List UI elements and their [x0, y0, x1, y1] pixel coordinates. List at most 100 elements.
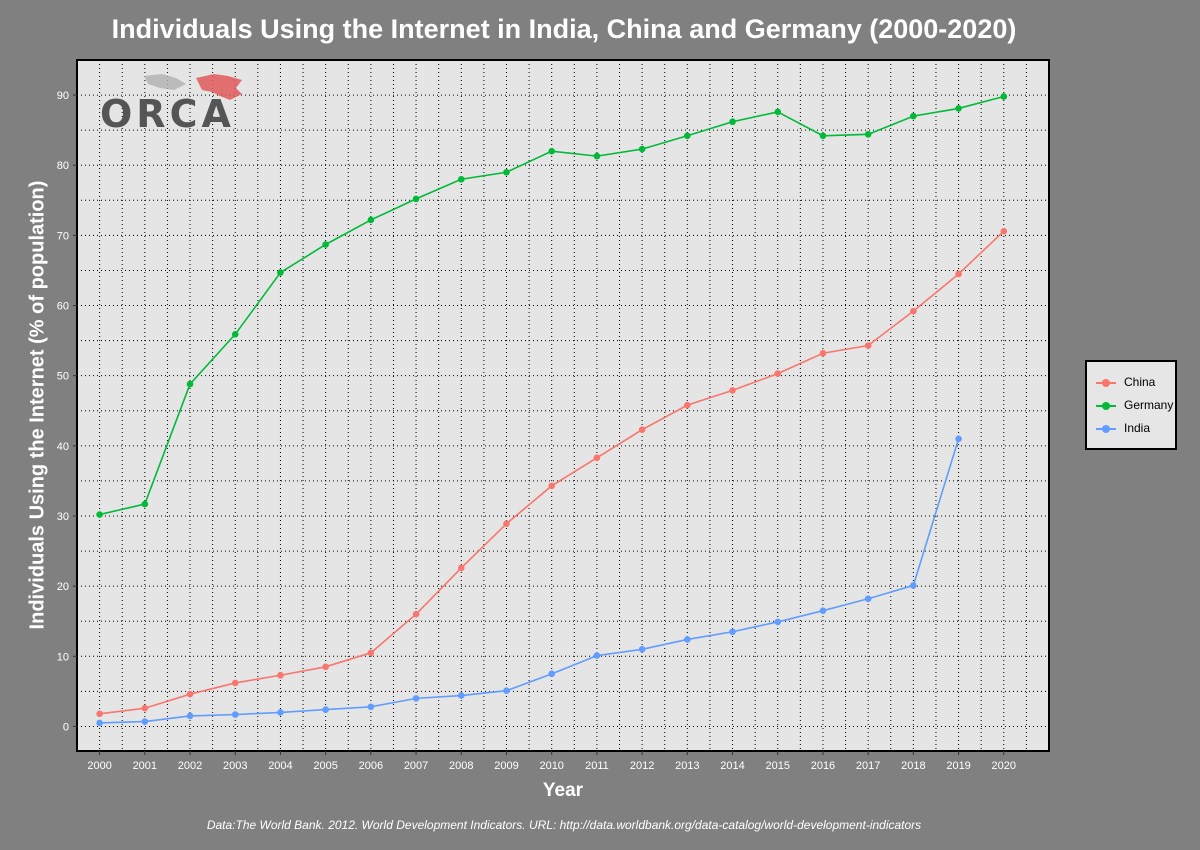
data-point-germany: [503, 168, 510, 176]
x-tick-label: 2010: [539, 760, 563, 772]
x-tick-label: 2001: [133, 760, 157, 772]
legend-dot-china: [1102, 379, 1110, 387]
legend: China Germany India: [1085, 360, 1177, 450]
data-point-china: [910, 307, 917, 315]
data-point-germany: [593, 152, 601, 160]
x-tick-label: 2005: [313, 760, 337, 772]
data-point-china: [548, 482, 555, 490]
data-point-china: [593, 454, 601, 462]
y-tick-label: 30: [57, 511, 69, 523]
data-point-china: [729, 387, 736, 394]
data-point-china: [774, 370, 782, 377]
y-tick-label: 70: [57, 230, 69, 242]
data-point-india: [910, 582, 917, 589]
data-point-india: [231, 711, 239, 718]
chart-title: Individuals Using the Internet in India,…: [111, 14, 1017, 44]
x-tick-label: 2014: [720, 760, 744, 772]
data-source-caption: Data:The World Bank. 2012. World Develop…: [206, 818, 922, 832]
x-tick-label: 2006: [359, 760, 383, 772]
plot-panel: [76, 59, 1050, 752]
x-tick-label: 2003: [223, 760, 247, 772]
data-point-india: [457, 692, 465, 699]
data-point-india: [277, 709, 284, 716]
svg-text:ORCA: ORCA: [100, 92, 235, 132]
data-point-china: [412, 610, 420, 618]
data-point-india: [548, 670, 555, 678]
data-point-india: [955, 435, 962, 443]
x-tick-label: 2013: [675, 760, 699, 772]
data-point-china: [503, 520, 510, 528]
data-point-germany: [774, 108, 782, 116]
data-point-china: [141, 704, 149, 712]
data-point-china: [322, 663, 329, 671]
x-tick-label: 2020: [992, 760, 1016, 772]
x-tick-label: 2008: [449, 760, 473, 772]
data-point-germany: [638, 145, 646, 153]
y-tick-label: 60: [57, 301, 69, 313]
data-point-india: [729, 628, 736, 636]
data-point-india: [412, 695, 420, 702]
y-tick-label: 80: [57, 160, 69, 172]
legend-item-india: India: [1087, 420, 1175, 443]
data-point-china: [367, 649, 375, 657]
data-point-china: [955, 270, 962, 278]
data-point-germany: [96, 511, 103, 518]
data-point-germany: [910, 112, 917, 120]
x-tick-label: 2004: [268, 760, 292, 772]
data-point-germany: [548, 147, 555, 155]
data-point-india: [186, 712, 194, 720]
data-point-india: [864, 595, 872, 603]
data-point-china: [277, 671, 284, 679]
x-tick-label: 2016: [811, 760, 835, 772]
x-tick-label: 2018: [901, 760, 925, 772]
y-tick-label: 40: [57, 441, 69, 453]
data-point-china: [96, 710, 103, 718]
data-point-india: [819, 607, 827, 614]
series-group: [96, 93, 1008, 727]
axes: 0 10 20 30 40 50 60 70 80 90 2000 2001 2002 2003 2004 2…: [57, 90, 1016, 772]
legend-dot-india: [1102, 425, 1110, 433]
x-tick-label: 2009: [494, 760, 518, 772]
data-point-china: [864, 342, 872, 349]
x-tick-label: 2015: [766, 760, 790, 772]
legend-label-china: China: [1124, 375, 1156, 389]
x-tick-label: 2002: [178, 760, 202, 772]
x-axis-label: Year: [542, 780, 584, 801]
data-point-germany: [322, 241, 329, 248]
data-point-germany: [955, 105, 962, 112]
series-line-india: [99, 438, 960, 724]
x-tick-label: 2017: [856, 760, 880, 772]
y-tick-label: 20: [57, 581, 69, 593]
y-tick-label: 0: [63, 721, 69, 733]
data-point-germany: [819, 132, 827, 140]
x-tick-label: 2012: [630, 760, 654, 772]
legend-label-india: India: [1124, 421, 1151, 435]
data-point-germany: [412, 195, 420, 203]
y-tick-label: 50: [57, 371, 69, 383]
orca-logo: ORCA: [96, 70, 246, 137]
data-point-china: [231, 679, 239, 687]
x-tick-label: 2011: [585, 760, 609, 772]
data-point-china: [819, 349, 827, 357]
data-point-india: [684, 636, 691, 643]
data-point-india: [774, 618, 782, 626]
data-point-china: [457, 564, 465, 572]
y-tick-label: 90: [57, 90, 69, 102]
data-point-china: [638, 426, 646, 434]
data-point-germany: [684, 132, 691, 140]
data-point-germany: [277, 269, 284, 276]
y-tick-label: 10: [57, 651, 69, 663]
data-point-india: [593, 652, 601, 659]
data-point-germany: [231, 330, 239, 338]
data-point-germany: [864, 131, 872, 138]
data-point-germany: [186, 380, 194, 388]
data-point-india: [638, 645, 646, 653]
data-point-china: [1000, 227, 1008, 235]
legend-item-china: China: [1087, 374, 1175, 397]
data-point-india: [96, 719, 103, 727]
data-point-india: [141, 718, 149, 725]
legend-dot-germany: [1102, 402, 1110, 410]
x-tick-label: 2007: [404, 760, 428, 772]
legend-item-germany: Germany: [1087, 397, 1175, 420]
